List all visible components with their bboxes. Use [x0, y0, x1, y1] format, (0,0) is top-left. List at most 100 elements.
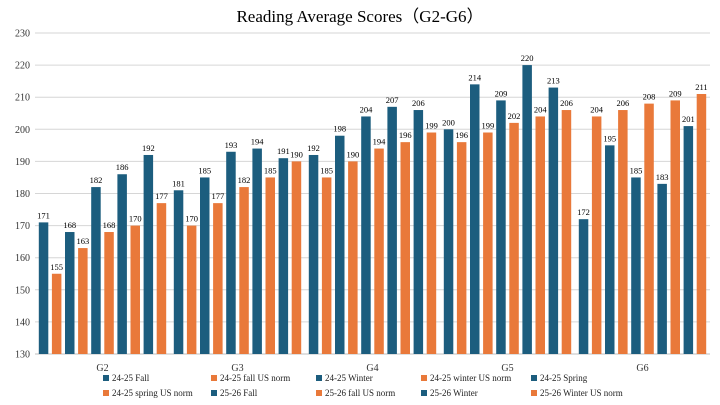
bar [400, 142, 410, 354]
legend-swatch [531, 375, 537, 381]
data-label: 171 [37, 210, 50, 220]
data-label: 208 [643, 92, 656, 102]
bar [130, 225, 140, 354]
x-tick-label: G6 [636, 363, 648, 374]
data-label: 194 [373, 137, 387, 147]
data-label: 198 [333, 124, 346, 134]
y-axis-ticks: 130 140 150 160 170 180 190 200 210 220 230 [15, 29, 30, 361]
bar [143, 154, 154, 354]
data-label: 192 [307, 143, 320, 153]
legend-entry: 24-25 Spring [540, 373, 588, 383]
bar [265, 177, 275, 354]
data-label: 185 [630, 165, 643, 175]
bar [278, 158, 289, 354]
data-label: 201 [682, 114, 695, 124]
bar [618, 110, 628, 354]
data-label: 200 [442, 117, 455, 127]
data-label: 183 [656, 172, 669, 182]
data-label: 204 [590, 104, 604, 114]
data-label: 199 [481, 121, 494, 131]
bar [38, 222, 49, 354]
bar [335, 135, 345, 354]
bar [226, 151, 236, 354]
bar [65, 232, 75, 354]
legend-entry: 24-25 winter US norm [430, 373, 511, 383]
y-tick-label: 210 [15, 93, 30, 104]
bar [51, 273, 62, 354]
data-label: 186 [116, 162, 129, 172]
legend-swatch [531, 390, 537, 396]
bar [426, 132, 437, 354]
bar [522, 65, 532, 354]
data-label: 214 [468, 72, 482, 82]
y-tick-label: 140 [15, 317, 30, 328]
bar [578, 219, 589, 354]
bar [509, 122, 519, 354]
bar [670, 100, 680, 354]
chart-title: Reading Average Scores（G2-G6） [236, 7, 483, 26]
legend-swatch [103, 390, 109, 396]
bar [548, 87, 559, 354]
x-tick-label: G5 [501, 363, 513, 374]
data-labels: 1711551681631821681861701921771811701851… [37, 53, 707, 272]
legend: 24-25 Fall 24-25 fall US norm 24-25 Winter… [103, 373, 623, 398]
legend-swatch [316, 390, 322, 396]
y-tick-label: 220 [15, 61, 30, 72]
y-tick-label: 170 [15, 221, 30, 232]
bar [348, 161, 358, 354]
bar [200, 177, 210, 354]
data-label: 206 [560, 98, 573, 108]
x-tick-label: G3 [231, 363, 243, 374]
bar [78, 248, 88, 354]
data-label: 206 [412, 98, 425, 108]
legend-entry: 25-26 Fall [220, 388, 258, 398]
bar [496, 100, 506, 354]
data-label: 185 [320, 165, 333, 175]
data-label: 196 [399, 130, 412, 140]
bar [156, 203, 167, 354]
bar [91, 187, 101, 354]
data-label: 209 [669, 88, 682, 98]
bar [374, 148, 384, 354]
data-label: 220 [521, 53, 534, 63]
x-tick-label: G4 [366, 363, 378, 374]
bar [291, 161, 302, 354]
data-label: 206 [616, 98, 629, 108]
y-tick-label: 150 [15, 285, 30, 296]
legend-swatch [211, 375, 217, 381]
bar [483, 132, 493, 354]
bar [657, 183, 667, 354]
y-tick-label: 230 [15, 29, 30, 40]
data-label: 194 [251, 137, 265, 147]
data-label: 155 [50, 262, 63, 272]
data-label: 170 [129, 214, 142, 224]
bars [38, 65, 707, 355]
legend-swatch [103, 375, 109, 381]
bar [591, 116, 602, 355]
legend-entry: 25-26 Winter [430, 388, 478, 398]
data-label: 163 [76, 236, 89, 246]
legend-swatch [316, 375, 322, 381]
y-tick-label: 200 [15, 125, 30, 136]
bar [173, 190, 184, 354]
bar [186, 225, 197, 354]
bar [308, 154, 319, 354]
bar [605, 145, 615, 354]
bar [696, 93, 707, 355]
y-tick-label: 130 [15, 350, 30, 361]
bar [456, 142, 467, 354]
legend-entry: 25-26 Winter US norm [540, 388, 623, 398]
legend-entry: 25-26 fall US norm [325, 388, 395, 398]
bar [535, 116, 545, 355]
data-label: 190 [346, 149, 359, 159]
legend-entry: 24-25 fall US norm [220, 373, 290, 383]
bar [117, 174, 127, 354]
bar [252, 148, 262, 354]
data-label: 204 [360, 104, 374, 114]
bar [443, 129, 454, 354]
legend-swatch [211, 390, 217, 396]
data-label: 181 [172, 178, 185, 188]
data-label: 207 [386, 95, 399, 105]
y-tick-label: 190 [15, 157, 30, 168]
